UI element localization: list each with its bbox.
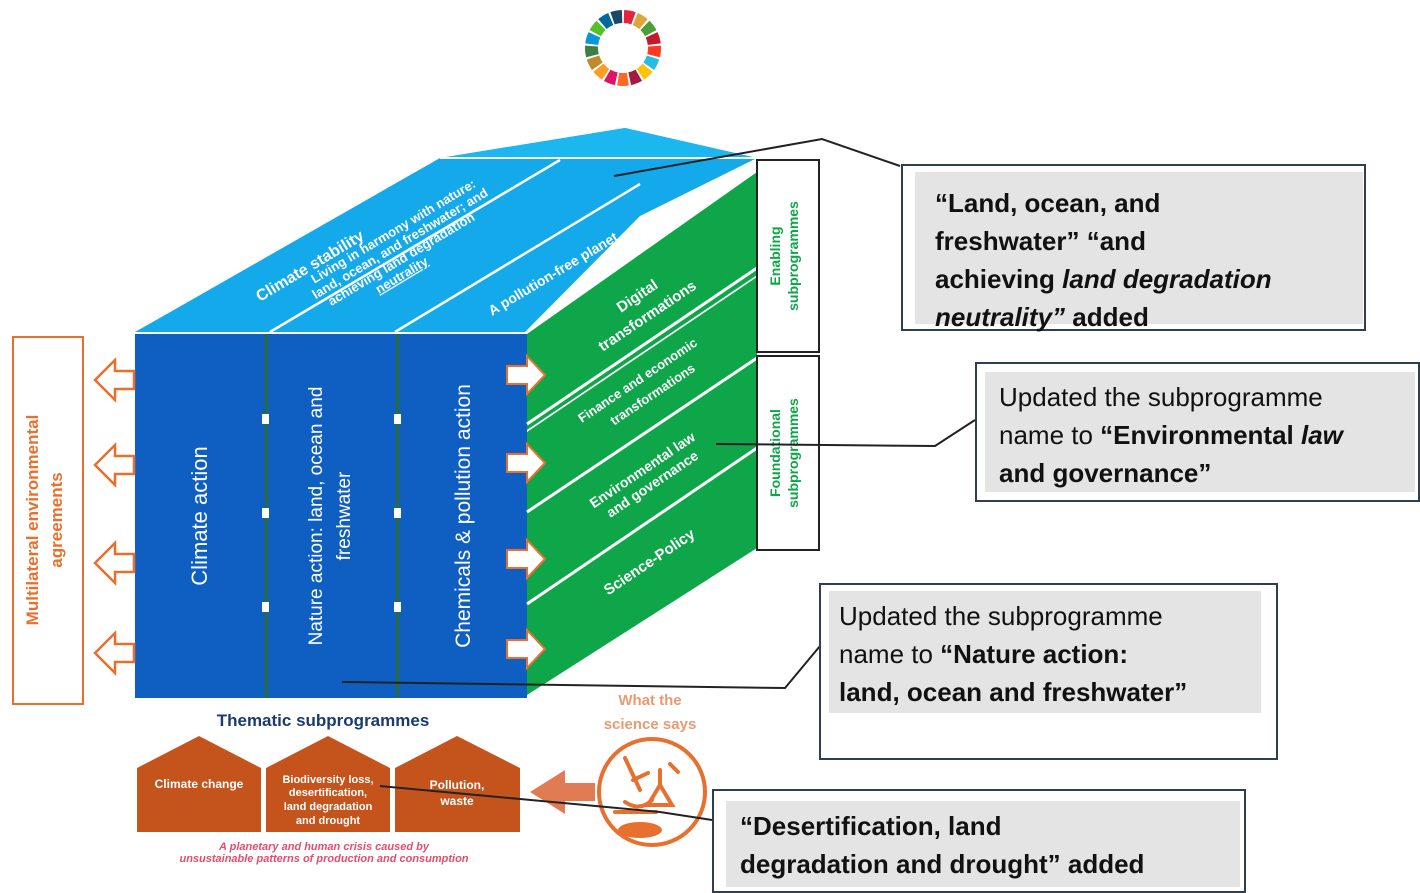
column-climate-action: Climate action <box>187 446 212 585</box>
mea-label-1: Multilateral environmental <box>23 415 42 626</box>
callout-land-ocean: “Land, ocean, and freshwater” “and achie… <box>901 164 1366 332</box>
sdg-wheel-segment <box>586 55 603 70</box>
house-pollution-2: waste <box>439 794 474 808</box>
thematic-label: Thematic subprogrammes <box>217 711 430 730</box>
connectors <box>341 137 976 821</box>
callout-law-line-1: Updated the subprogramme <box>999 382 1323 412</box>
sdg-wheel-segment <box>636 63 653 80</box>
sdg-wheel-segment <box>647 45 661 58</box>
callout-nature-line-2a: name to <box>839 639 941 669</box>
callout-law-line-2c: law <box>1301 420 1343 450</box>
callout-law-line-2a: name to <box>999 420 1101 450</box>
sdg-wheel-segment <box>628 69 643 86</box>
crisis-note-1: A planetary and human crisis caused by <box>218 841 430 853</box>
callout-law-line-2b: “Environmental <box>1100 420 1301 450</box>
sdg-wheel-segment <box>598 12 614 30</box>
callout-land-line-2: freshwater” “and <box>935 226 1146 256</box>
enabling-subprogrammes-box: Enabling subprogrammes <box>756 159 820 353</box>
mea-arrows <box>93 356 136 677</box>
sdg-wheel-segment <box>643 55 660 70</box>
callout-nature-action: Updated the subprogramme name to “Nature… <box>819 583 1278 760</box>
sdg-wheel-segment <box>589 20 606 37</box>
houses: Climate change Biodiversity loss, desert… <box>137 736 520 832</box>
foundational-label-1: Foundational <box>767 409 783 497</box>
sdg-wheel-segment <box>645 32 661 45</box>
enabling-label-2: subprogrammes <box>785 201 801 311</box>
column-nature-action-1: Nature action: land, ocean and <box>306 387 327 646</box>
sdg-wheel-segment <box>632 12 648 30</box>
science-label-1: What the <box>618 692 681 709</box>
house-biodiversity-3: land degradation <box>284 801 373 813</box>
callout-nature-line-2b: “Nature action: <box>940 639 1128 669</box>
microscope-icon <box>597 737 707 847</box>
callout-desert-line-1: “Desertification, land <box>740 811 1002 841</box>
sdg-wheel-icon <box>584 10 661 87</box>
column-nature-action-2: freshwater <box>334 471 355 560</box>
enabling-label-1: Enabling <box>767 226 783 285</box>
house-biodiversity-1: Biodiversity loss, <box>282 774 373 786</box>
callout-nature-line-3: land, ocean and freshwater” <box>839 677 1188 707</box>
mea-label-2: agreements <box>47 472 66 567</box>
sdg-wheel-segment <box>593 63 610 80</box>
house-climate-change: Climate change <box>155 777 244 791</box>
sdg-wheel-segment <box>617 72 629 87</box>
house-biodiversity-2: desertification, <box>289 787 367 799</box>
callout-environmental-law: Updated the subprogramme name to “Enviro… <box>975 362 1420 502</box>
thematic-columns: Climate action Nature action: land, ocea… <box>135 334 527 698</box>
science-label-2: science says <box>604 716 697 733</box>
callout-desert-line-2: degradation and drought” added <box>740 849 1145 879</box>
sdg-wheel-segment <box>610 10 623 25</box>
sdg-wheel-segment <box>585 32 601 45</box>
column-chemicals-action: Chemicals & pollution action <box>452 384 475 648</box>
callout-nature-line-1: Updated the subprogramme <box>839 601 1163 631</box>
callout-land-line-1: “Land, ocean, and <box>935 188 1161 218</box>
callout-desertification: “Desertification, land degradation and d… <box>712 789 1246 893</box>
callout-land-line-4b: added <box>1065 302 1149 332</box>
sdg-wheel-segment <box>603 69 618 86</box>
house-biodiversity-4: and drought <box>296 815 360 827</box>
science-says: What the science says <box>530 692 707 847</box>
sdg-wheel-segment <box>584 45 599 58</box>
callout-land-line-3b: land degradation <box>1062 264 1272 294</box>
foundational-label-2: subprogrammes <box>785 398 801 508</box>
sdg-wheel-segment <box>623 10 636 25</box>
side-panel: Digital transformations Finance and econ… <box>506 172 758 695</box>
callout-law-line-3: and governance” <box>999 458 1212 488</box>
crisis-note-2: unsustainable patterns of production and… <box>179 853 468 865</box>
callout-land-line-4a: neutrality” <box>935 302 1066 332</box>
sdg-wheel-segment <box>640 20 657 37</box>
foundational-subprogrammes-box: Foundational subprogrammes <box>756 355 820 551</box>
mea-box: Multilateral environmental agreements <box>12 336 84 705</box>
house-pollution-1: Pollution, <box>430 778 485 792</box>
callout-land-line-3a: achieving <box>935 264 1063 294</box>
